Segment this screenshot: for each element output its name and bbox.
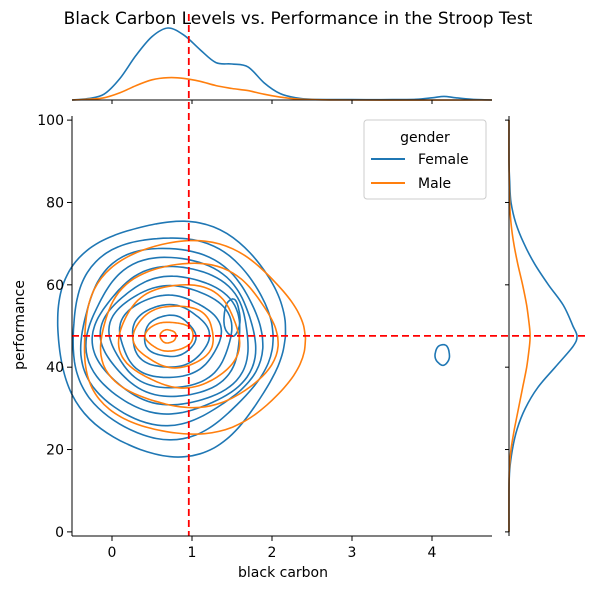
legend-title: gender xyxy=(400,130,450,146)
legend-label-male: Male xyxy=(418,176,451,192)
right-kde-female xyxy=(508,120,578,532)
x-tick-label-0: 0 xyxy=(108,545,117,561)
y-tick-label-60: 60 xyxy=(46,278,64,294)
contour-female-1 xyxy=(72,237,275,441)
legend-label-female: Female xyxy=(418,152,469,168)
y-tick-label-0: 0 xyxy=(55,525,64,541)
x-tick-label-4: 4 xyxy=(428,545,437,561)
y-tick-label-100: 100 xyxy=(37,113,64,129)
top-kde-male xyxy=(71,76,493,101)
x-tick-label-1: 1 xyxy=(188,545,197,561)
reference-lines xyxy=(72,14,585,536)
chart-title: Black Carbon Levels vs. Performance in t… xyxy=(64,9,533,29)
x-tick-label-2: 2 xyxy=(268,545,277,561)
contour-female-0 xyxy=(56,220,287,458)
contour-female-4 xyxy=(91,265,249,406)
contour-female-2 xyxy=(79,247,264,427)
y-tick-label-40: 40 xyxy=(46,360,64,376)
top-marginal-plot xyxy=(71,27,493,101)
x-tick-label-3: 3 xyxy=(348,545,357,561)
contour-female-10 xyxy=(223,298,241,338)
y-axis-label: performance xyxy=(12,280,28,370)
contour-female-11 xyxy=(434,343,451,367)
x-axis-label: black carbon xyxy=(238,565,328,581)
y-tick-label-80: 80 xyxy=(46,195,64,211)
main-plot xyxy=(56,220,451,458)
right-kde-male xyxy=(508,120,531,532)
contour-male-0 xyxy=(83,239,307,435)
legend: gender Female Male xyxy=(363,119,487,200)
y-tick-label-20: 20 xyxy=(46,443,64,459)
legend-frame xyxy=(363,119,487,200)
contour-male-1 xyxy=(99,262,279,409)
top-kde-female xyxy=(71,27,493,101)
right-marginal-plot xyxy=(508,120,578,532)
